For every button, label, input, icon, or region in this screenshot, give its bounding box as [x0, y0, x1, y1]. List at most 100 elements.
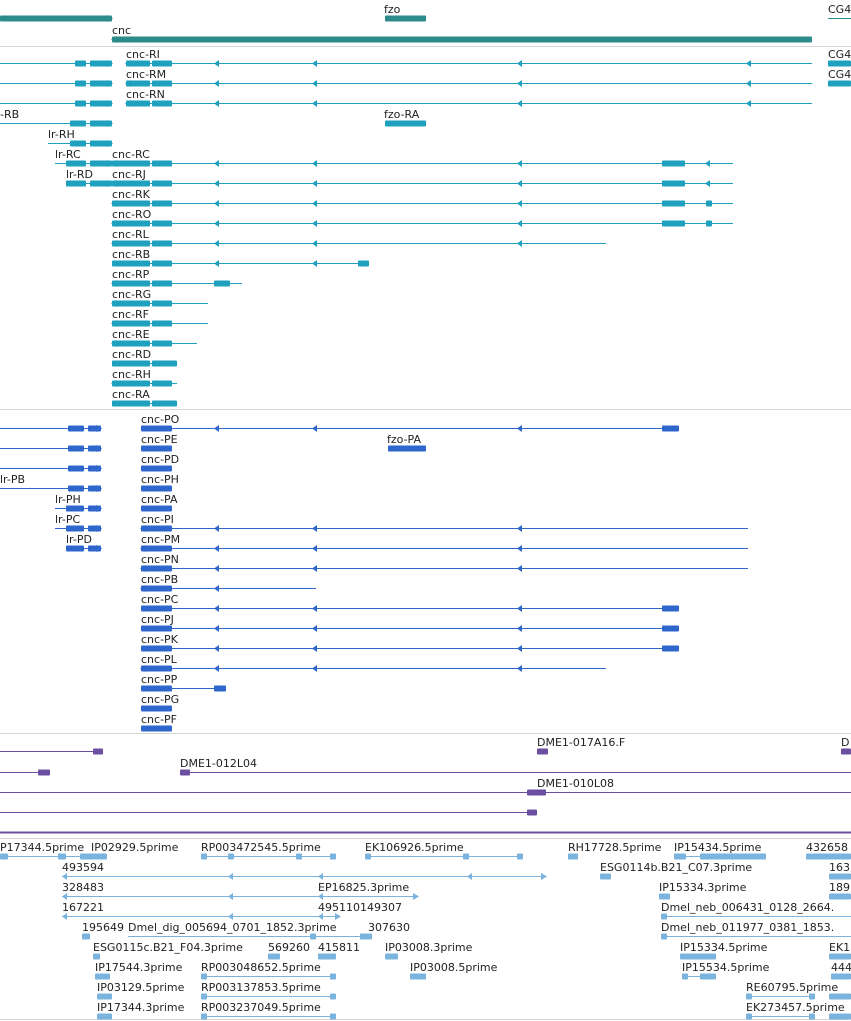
feature[interactable] — [0, 425, 102, 432]
feature[interactable]: cnc-RM — [125, 68, 812, 87]
feature[interactable]: Dmel_neb_011977_0381_1853. — [661, 921, 851, 940]
feature[interactable]: D — [841, 736, 851, 755]
feature[interactable]: lr-PD — [66, 533, 102, 552]
feature[interactable]: cnc-RL — [111, 228, 606, 247]
feature[interactable]: lr-RD — [66, 168, 113, 187]
feature[interactable]: IP15434.5prime — [674, 841, 766, 860]
feature[interactable]: lr-RH — [48, 128, 113, 147]
feature[interactable]: ESG0114b.B21_C07.3prime — [600, 861, 752, 880]
feature[interactable]: IP15334.5prime — [680, 941, 768, 960]
feature[interactable] — [0, 60, 113, 67]
feature[interactable]: IP03129.5prime — [97, 981, 185, 1000]
feature[interactable]: EK1 — [829, 941, 851, 960]
feature[interactable] — [0, 465, 102, 472]
feature[interactable]: RP003137853.5prime — [201, 981, 336, 1000]
feature[interactable]: 167221 — [62, 901, 341, 920]
feature[interactable]: 195649 — [82, 921, 124, 940]
feature[interactable]: fzo — [384, 3, 426, 22]
feature[interactable]: cnc-RI — [125, 48, 812, 67]
feature[interactable]: cnc-RD — [112, 348, 177, 367]
feature[interactable] — [829, 1013, 851, 1020]
feature[interactable]: IP17344.3prime — [97, 1001, 185, 1020]
feature[interactable]: DME1-012L04 — [180, 757, 851, 776]
feature[interactable]: cnc-RN — [125, 88, 812, 107]
feature[interactable]: cnc-RF — [111, 308, 208, 327]
feature[interactable]: lr-RC — [55, 148, 113, 167]
feature[interactable]: lr-PH — [55, 493, 102, 512]
feature[interactable] — [0, 748, 103, 755]
feature[interactable] — [0, 769, 50, 776]
feature[interactable]: RP003237049.5prime — [201, 1001, 336, 1020]
feature[interactable]: 432658 — [806, 841, 851, 860]
feature[interactable]: EK273457.5prime — [746, 1001, 845, 1020]
feature[interactable]: 163 — [829, 861, 851, 880]
feature[interactable]: fzo-PA — [387, 433, 426, 452]
feature[interactable]: CG4 — [828, 48, 851, 67]
feature[interactable]: lr-PC — [55, 513, 102, 532]
feature[interactable]: 189 — [829, 881, 851, 900]
feature[interactable]: P17344.5prime — [0, 841, 95, 860]
feature[interactable]: cnc-PC — [141, 593, 679, 612]
feature[interactable]: RP003472545.5prime — [201, 841, 336, 860]
feature[interactable] — [0, 809, 537, 816]
feature[interactable]: cnc-RE — [111, 328, 197, 347]
feature[interactable]: CG4 — [828, 68, 851, 87]
feature[interactable]: RE60795.5prime — [746, 981, 838, 1000]
feature[interactable]: fzo-RA — [384, 108, 426, 127]
feature[interactable]: DME1-017A16.F — [537, 736, 625, 755]
feature[interactable]: cnc-PF — [141, 713, 177, 732]
feature[interactable]: 307630 — [368, 921, 410, 937]
feature[interactable]: cnc-PM — [140, 533, 748, 552]
feature[interactable]: -RB — [0, 108, 113, 127]
feature[interactable]: 493594 — [62, 861, 547, 880]
feature[interactable]: IP15334.3prime — [659, 881, 747, 900]
feature[interactable]: cnc-RA — [112, 388, 177, 407]
feature[interactable]: 495110149307 — [318, 901, 402, 917]
feature[interactable]: ESG0115c.B21_F04.3prime — [93, 941, 243, 960]
feature[interactable] — [829, 993, 851, 1000]
feature[interactable] — [0, 15, 113, 22]
feature[interactable]: 444 — [831, 961, 851, 980]
feature[interactable]: cnc-PJ — [141, 613, 679, 632]
feature[interactable]: cnc-PE — [141, 433, 178, 452]
feature[interactable]: cnc-PL — [140, 653, 606, 672]
feature[interactable]: cnc-RJ — [111, 168, 733, 187]
feature[interactable]: cnc-RC — [111, 148, 733, 167]
feature[interactable]: IP03008.5prime — [410, 961, 498, 980]
feature[interactable]: cnc-PA — [141, 493, 178, 512]
feature[interactable]: cnc-PO — [141, 413, 679, 432]
feature[interactable]: cnc-PP — [141, 673, 226, 692]
feature[interactable]: IP02929.5prime — [91, 841, 179, 860]
feature[interactable]: cnc-RK — [111, 188, 733, 207]
feature[interactable]: RH17728.5prime — [568, 841, 662, 860]
feature[interactable]: cnc-PN — [140, 553, 748, 572]
feature[interactable]: EK106926.5prime — [365, 841, 523, 860]
feature[interactable]: cnc-RH — [111, 368, 177, 387]
feature[interactable]: lr-PB — [0, 473, 102, 492]
feature[interactable]: 415811 — [318, 941, 360, 960]
feature[interactable]: cnc-PI — [140, 513, 748, 532]
feature[interactable]: cnc-PH — [141, 473, 179, 492]
feature[interactable]: IP17544.3prime — [95, 961, 183, 980]
feature[interactable]: IP03008.3prime — [385, 941, 473, 960]
feature[interactable]: cnc-PK — [141, 633, 679, 652]
feature[interactable]: IP15534.5prime — [682, 961, 770, 980]
feature[interactable]: cnc-PB — [140, 573, 316, 592]
feature[interactable] — [0, 445, 102, 452]
feature[interactable]: 569260 — [268, 941, 310, 960]
feature[interactable] — [0, 80, 113, 87]
feature[interactable]: cnc-PG — [141, 693, 179, 712]
feature[interactable]: Dmel_dig_005694_0701_1852.3prime — [128, 921, 372, 940]
feature[interactable]: Dmel_neb_006431_0128_2664. — [661, 901, 851, 920]
feature[interactable]: CG4 — [828, 3, 851, 19]
feature[interactable] — [0, 100, 113, 107]
feature[interactable]: DME1-010L08 — [0, 777, 851, 796]
feature[interactable]: cnc-RB — [112, 248, 369, 267]
feature[interactable]: cnc-RO — [111, 208, 733, 227]
feature[interactable]: cnc — [111, 24, 812, 43]
feature[interactable]: cnc-PD — [141, 453, 179, 472]
feature[interactable]: cnc-RG — [111, 288, 208, 307]
feature[interactable]: RP003048652.5prime — [201, 961, 336, 980]
feature[interactable]: cnc-RP — [111, 268, 242, 287]
feature[interactable]: EP16825.3prime — [318, 881, 418, 897]
